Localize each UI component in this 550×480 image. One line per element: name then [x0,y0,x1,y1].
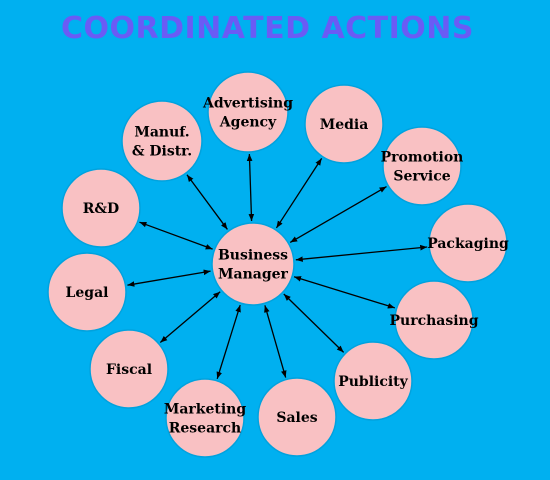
node-label: & Distr. [132,144,192,160]
node-fiscal: Fiscal [89,329,169,409]
node-label: Service [393,169,450,185]
arrow-center-sales [264,305,287,378]
node-label: Manager [218,267,289,283]
arrow-center-packaging [295,244,428,262]
node-media: Media [304,84,384,164]
node-label: Marketing [164,402,247,418]
node-advertising: Advertising Agency [202,71,293,153]
arrow-center-publicity [283,293,345,353]
node-circle [165,378,245,458]
node-legal: Legal [47,252,127,332]
diagram-title: COORDINATED ACTIONS [60,11,475,46]
node-label: Media [320,117,369,133]
node-label: Advertising [202,96,293,112]
node-purchasing: Purchasing [389,280,479,360]
node-label: Fiscal [106,362,152,378]
node-circle [47,252,127,332]
node-circle [333,341,413,421]
node-label: Agency [219,115,277,131]
node-label: Promotion [381,150,464,166]
arrow-center-rd [139,221,213,250]
arrow-center-advertising [246,153,255,222]
node-circle [382,126,462,206]
node-circle [428,203,508,283]
node-circle [61,168,141,248]
node-circle [394,280,474,360]
node-circle [211,222,295,306]
node-circle [257,377,337,457]
arrow-center-fiscal [159,291,221,344]
node-label: Sales [276,410,317,426]
node-publicity: Publicity [333,341,413,421]
node-label: Purchasing [389,313,478,329]
node-rd: R&D [61,168,141,248]
node-label: Manuf. [134,125,189,141]
arrow-center-promotion [289,186,387,243]
node-label: Packaging [427,236,509,252]
node-label: Publicity [338,374,408,390]
node-label: Legal [66,285,109,301]
node-marketing: Marketing Research [164,378,247,458]
node-label: Business [218,248,288,264]
node-label: R&D [83,201,119,217]
node-packaging: Packaging [427,203,509,283]
arrow-center-media [275,158,323,229]
arrow-center-manuf [186,174,228,230]
node-center: Business Manager [211,222,295,306]
arrow-center-purchasing [293,276,396,309]
node-manuf: Manuf. & Distr. [121,100,203,182]
node-circle [121,100,203,182]
arrow-center-marketing [216,304,241,380]
node-label: Research [169,421,241,437]
node-circle [304,84,384,164]
node-circle [89,329,169,409]
node-promotion: Promotion Service [381,126,464,206]
node-circle [207,71,289,153]
node-sales: Sales [257,377,337,457]
arrow-center-legal [127,269,211,287]
